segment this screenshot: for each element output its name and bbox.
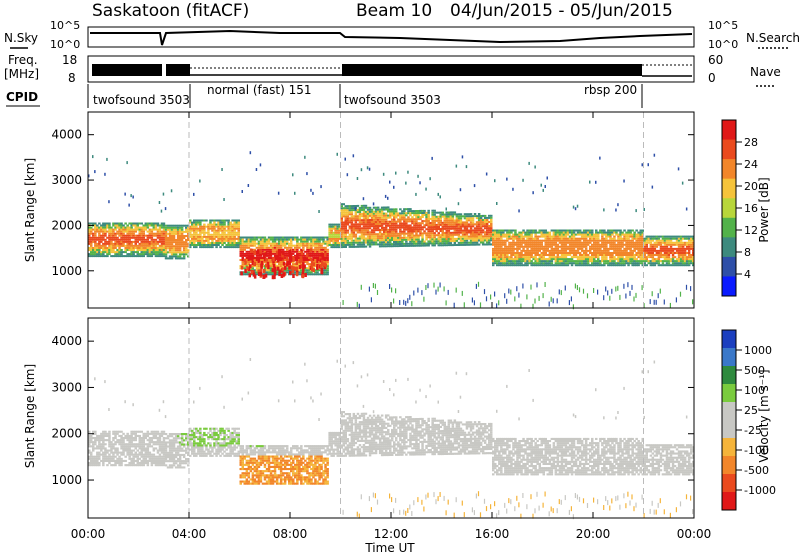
cpid-segment-2: normal (fast) 151 <box>207 83 311 97</box>
station-title: Saskatoon (fitACF) <box>92 1 249 21</box>
power-ytick: 1000 <box>51 264 82 278</box>
time-tick: 12:00 <box>374 527 409 541</box>
noise-left-tick-low: 10^0 <box>50 38 80 51</box>
velocity-cbar-tick: -500 <box>744 464 769 477</box>
nsearch-label: N.Search <box>746 31 800 45</box>
velocity-cbar-tick: 25 <box>744 404 758 417</box>
velocity-ytick: 3000 <box>51 380 82 394</box>
noise-right-tick-low: 10^0 <box>708 38 738 51</box>
cpid-bar: twofsound 3503 normal (fast) 151 twofsou… <box>88 83 642 108</box>
freq-left-tick-high: 18 <box>62 53 77 67</box>
freq-band-2 <box>166 64 190 76</box>
power-cbar-tick: 28 <box>744 136 758 149</box>
freq-band-3 <box>342 64 642 76</box>
freq-left-tick-low: 8 <box>68 71 76 85</box>
power-cbar-tick: 24 <box>744 158 758 171</box>
time-tick: 08:00 <box>273 527 308 541</box>
velocity-colorbar-label: Velocity [m s⁻¹] <box>757 369 771 462</box>
nsky-trace <box>90 31 692 45</box>
freq-label: Freq. <box>8 53 38 67</box>
noise-panel: 10^5 10^0 10^5 10^0 N.Sky N.Search <box>4 19 800 51</box>
velocity-ytick: 4000 <box>51 334 82 348</box>
cpid-segment-3: twofsound 3503 <box>344 93 441 107</box>
cpid-segment-4: rbsp 200 <box>584 83 637 97</box>
velocity-ytick: 1000 <box>51 473 82 487</box>
beam-label: Beam 10 <box>356 1 432 21</box>
time-axis-label: Time UT <box>364 541 415 554</box>
power-colorbar-label: Power [dB] <box>757 177 771 242</box>
power-colorbar: 4 8 12 16 20 24 28 <box>722 120 758 297</box>
date-range: 04/Jun/2015 - 05/Jun/2015 <box>450 1 673 21</box>
nave-label: Nave <box>750 65 781 79</box>
power-cbar-tick: 12 <box>744 224 758 237</box>
noise-right-tick-high: 10^5 <box>708 19 738 32</box>
velocity-cbar-tick: -1000 <box>744 484 776 497</box>
power-cbar-tick: 8 <box>744 246 751 259</box>
time-tick: 00:00 <box>71 527 106 541</box>
nsky-label: N.Sky <box>4 31 38 45</box>
power-ytick: 3000 <box>51 173 82 187</box>
freq-unit-label: [MHz] <box>4 67 39 81</box>
velocity-panel: 1000 2000 3000 4000 Slant Range [km] <box>23 318 695 519</box>
power-cbar-tick: 16 <box>744 202 758 215</box>
power-cbar-tick: 4 <box>744 268 751 281</box>
cpid-label: CPID <box>6 90 38 104</box>
power-ylabel: Slant Range [km] <box>23 158 37 262</box>
time-tick: 04:00 <box>172 527 207 541</box>
velocity-ylabel: Slant Range [km] <box>23 364 37 468</box>
time-tick: 16:00 <box>475 527 510 541</box>
power-cbar-tick: 20 <box>744 180 758 193</box>
power-ytick: 2000 <box>51 218 82 232</box>
power-ytick: 4000 <box>51 128 82 142</box>
cpid-segment-1: twofsound 3503 <box>93 93 190 107</box>
noise-left-tick-high: 10^5 <box>50 19 80 32</box>
power-panel: 1000 2000 3000 4000 Slant Range [km] <box>23 112 695 309</box>
freq-right-tick-low: 0 <box>708 71 716 85</box>
freq-right-tick-high: 60 <box>708 53 723 67</box>
time-tick: 20:00 <box>576 527 611 541</box>
freq-band-1 <box>92 64 162 76</box>
velocity-ytick: 2000 <box>51 427 82 441</box>
velocity-cbar-tick: 1000 <box>744 344 772 357</box>
time-tick: 00:00 <box>677 527 712 541</box>
